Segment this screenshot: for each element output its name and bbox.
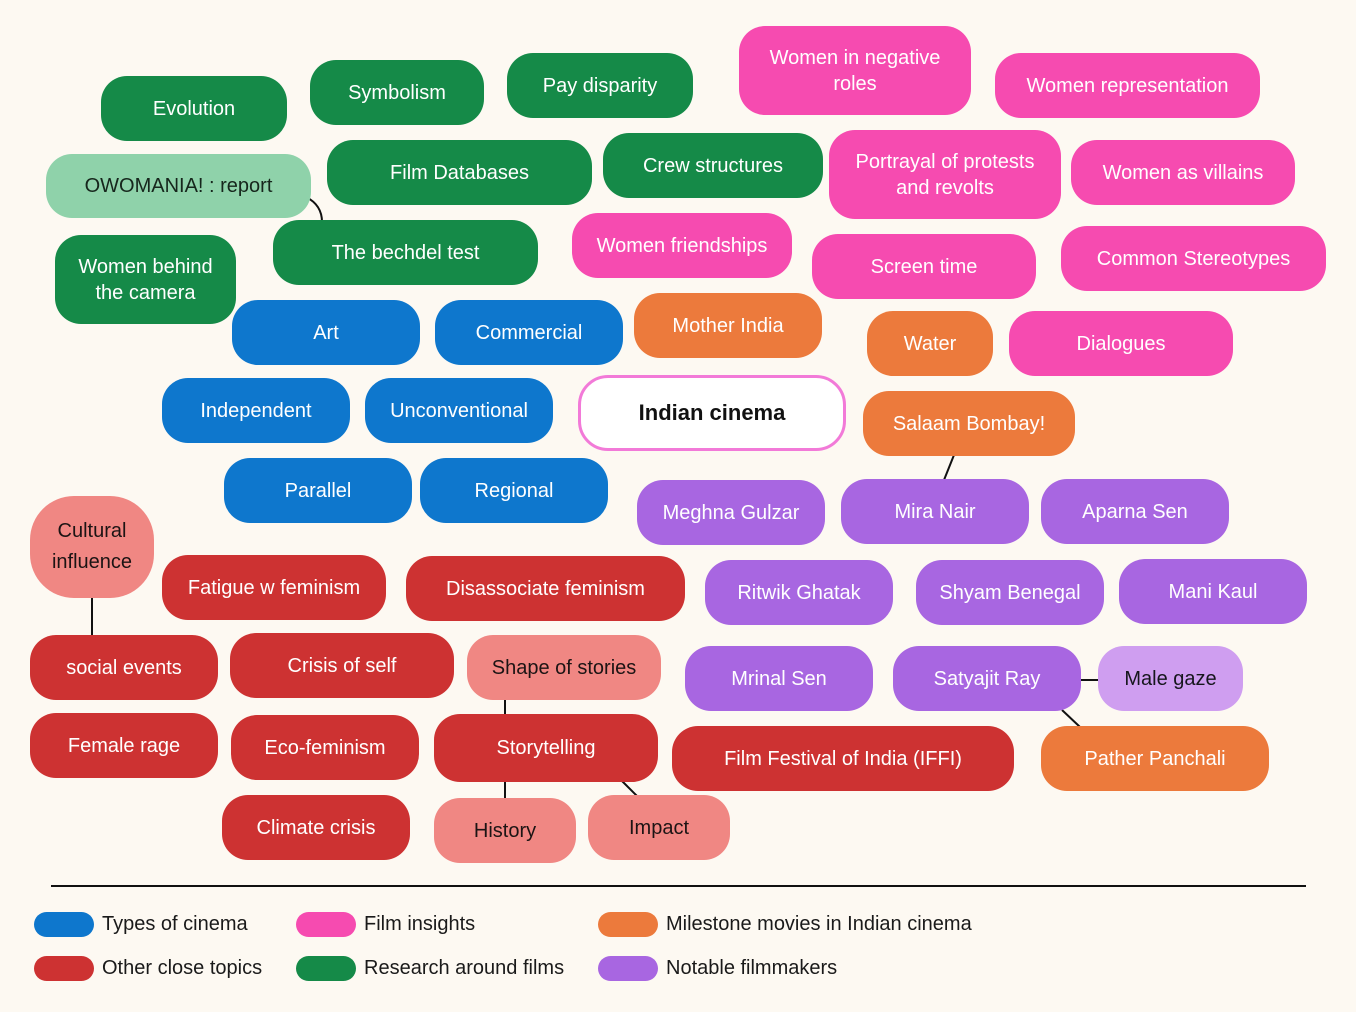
node-crew-structures[interactable]: Crew structures [603,133,823,198]
node-portrayal-protests[interactable]: Portrayal of protests and revolts [829,130,1061,219]
node-common-stereotypes[interactable]: Common Stereotypes [1061,226,1326,291]
legend-item-other-close-topics: Other close topics [34,954,262,982]
node-women-villains[interactable]: Women as villains [1071,140,1295,205]
node-bechdel-test[interactable]: The bechdel test [273,220,538,285]
node-women-behind-camera[interactable]: Women behind the camera [55,235,236,324]
node-women-negative-roles[interactable]: Women in negative roles [739,26,971,115]
legend-label: Notable filmmakers [666,956,838,979]
legend-item-film-insights: Film insights [296,910,475,938]
node-regional[interactable]: Regional [420,458,608,523]
node-women-representation[interactable]: Women representation [995,53,1260,118]
node-indian-cinema[interactable]: Indian cinema [578,375,846,451]
legend-divider [51,885,1306,887]
node-mira-nair[interactable]: Mira Nair [841,479,1029,544]
node-climate-crisis[interactable]: Climate crisis [222,795,410,860]
node-symbolism[interactable]: Symbolism [310,60,484,125]
node-impact[interactable]: Impact [588,795,730,860]
node-film-databases[interactable]: Film Databases [327,140,592,205]
legend-swatch [34,911,94,937]
node-ritwik-ghatak[interactable]: Ritwik Ghatak [705,560,893,625]
node-art[interactable]: Art [232,300,420,365]
node-screen-time[interactable]: Screen time [812,234,1036,299]
legend-item-notable-filmmakers: Notable filmmakers [598,954,837,982]
connector-storytelling-impact [621,780,638,797]
node-women-friendships[interactable]: Women friendships [572,213,792,278]
legend-item-milestone-movies: Milestone movies in Indian cinema [598,910,972,938]
legend-item-types-of-cinema: Types of cinema [34,910,248,938]
node-evolution[interactable]: Evolution [101,76,287,141]
connector-salaam-mira [943,454,955,481]
node-salaam-bombay[interactable]: Salaam Bombay! [863,391,1075,456]
node-crisis-of-self[interactable]: Crisis of self [230,633,454,698]
node-social-events[interactable]: social events [30,635,218,700]
legend-swatch [598,911,658,937]
node-dialogues[interactable]: Dialogues [1009,311,1233,376]
node-iffi[interactable]: Film Festival of India (IFFI) [672,726,1014,791]
node-disassociate-feminism[interactable]: Disassociate feminism [406,556,685,621]
node-pay-disparity[interactable]: Pay disparity [507,53,693,118]
node-satyajit-ray[interactable]: Satyajit Ray [893,646,1081,711]
legend-label: Types of cinema [102,912,248,935]
node-eco-feminism[interactable]: Eco-feminism [231,715,419,780]
node-aparna-sen[interactable]: Aparna Sen [1041,479,1229,544]
legend-item-research-around-films: Research around films [296,954,564,982]
node-mrinal-sen[interactable]: Mrinal Sen [685,646,873,711]
legend-swatch [598,955,658,981]
legend-label: Film insights [364,912,476,935]
node-parallel[interactable]: Parallel [224,458,412,523]
node-fatigue-feminism[interactable]: Fatigue w feminism [162,555,386,620]
connector-satyajit-pather [1061,709,1081,728]
node-history[interactable]: History [434,798,576,863]
legend-swatch [34,955,94,981]
node-shyam-benegal[interactable]: Shyam Benegal [916,560,1104,625]
legend-label: Milestone movies in Indian cinema [666,912,972,935]
node-independent[interactable]: Independent [162,378,350,443]
node-unconventional[interactable]: Unconventional [365,378,553,443]
legend-label: Other close topics [102,956,263,979]
node-water[interactable]: Water [867,311,993,376]
legend-swatch [296,955,356,981]
legend-swatch [296,911,356,937]
legend-label: Research around films [364,956,565,979]
node-shape-of-stories[interactable]: Shape of stories [467,635,661,700]
node-commercial[interactable]: Commercial [435,300,623,365]
node-meghna-gulzar[interactable]: Meghna Gulzar [637,480,825,545]
node-female-rage[interactable]: Female rage [30,713,218,778]
node-mani-kaul[interactable]: Mani Kaul [1119,559,1307,624]
node-pather-panchali[interactable]: Pather Panchali [1041,726,1269,791]
node-cultural-influence[interactable]: Cultural influence [30,496,154,598]
node-mother-india[interactable]: Mother India [634,293,822,358]
node-storytelling[interactable]: Storytelling [434,714,658,782]
node-male-gaze[interactable]: Male gaze [1098,646,1243,711]
node-owomania-report[interactable]: OWOMANIA! : report [46,154,311,218]
